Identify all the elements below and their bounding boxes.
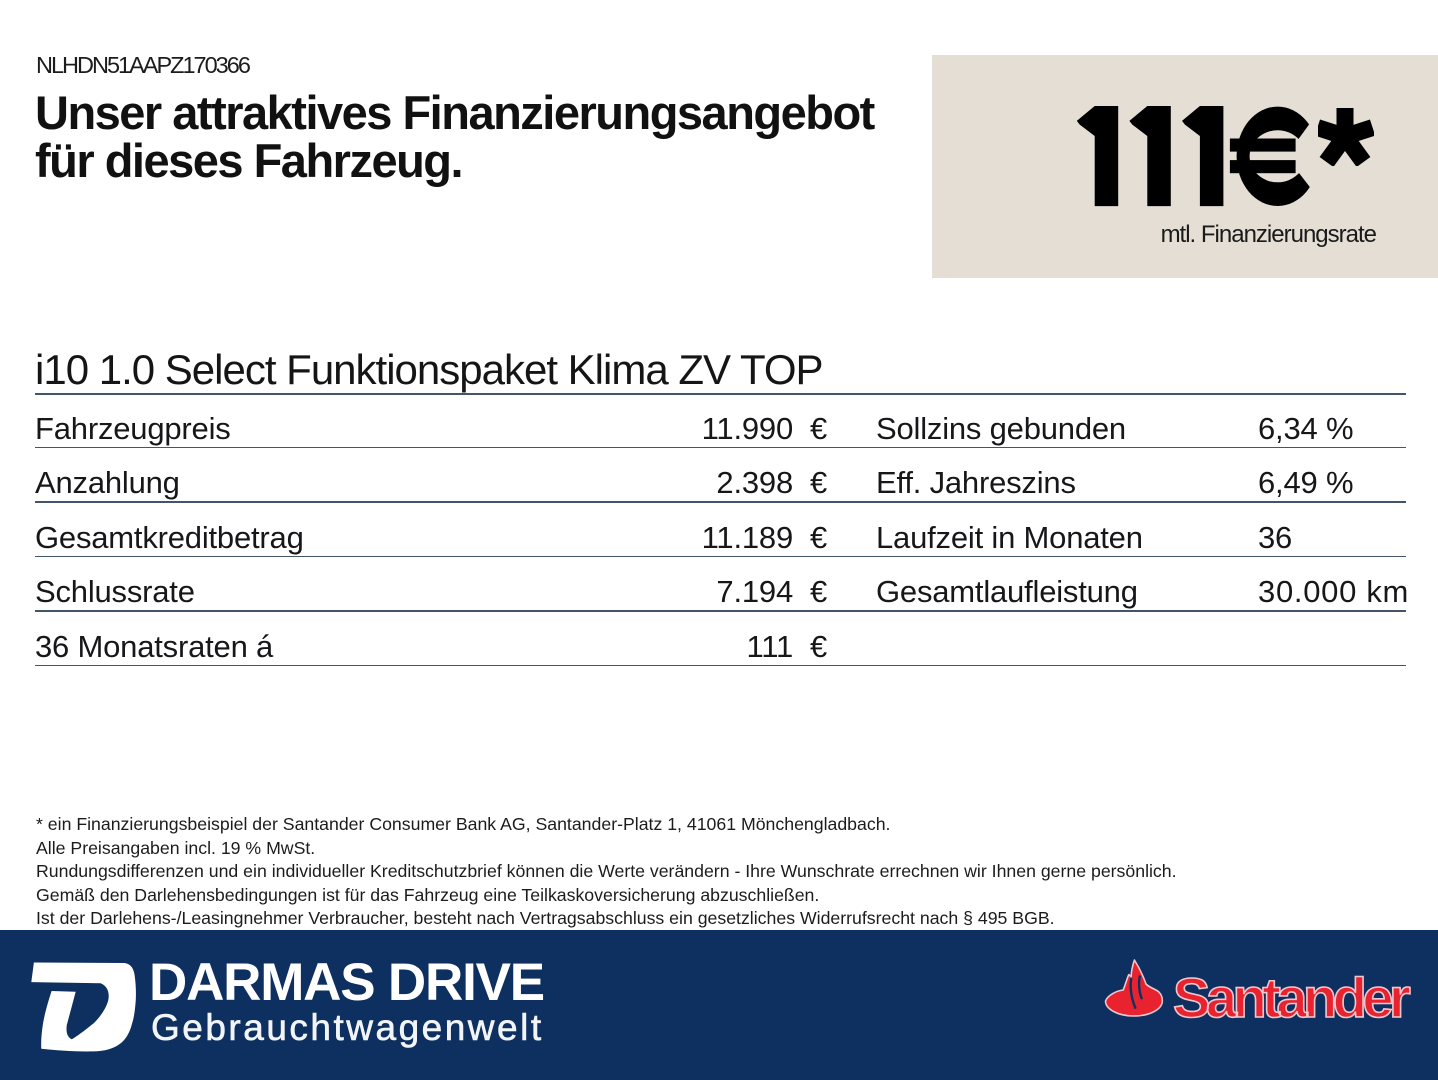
svg-text:Santander: Santander bbox=[1173, 966, 1410, 1029]
